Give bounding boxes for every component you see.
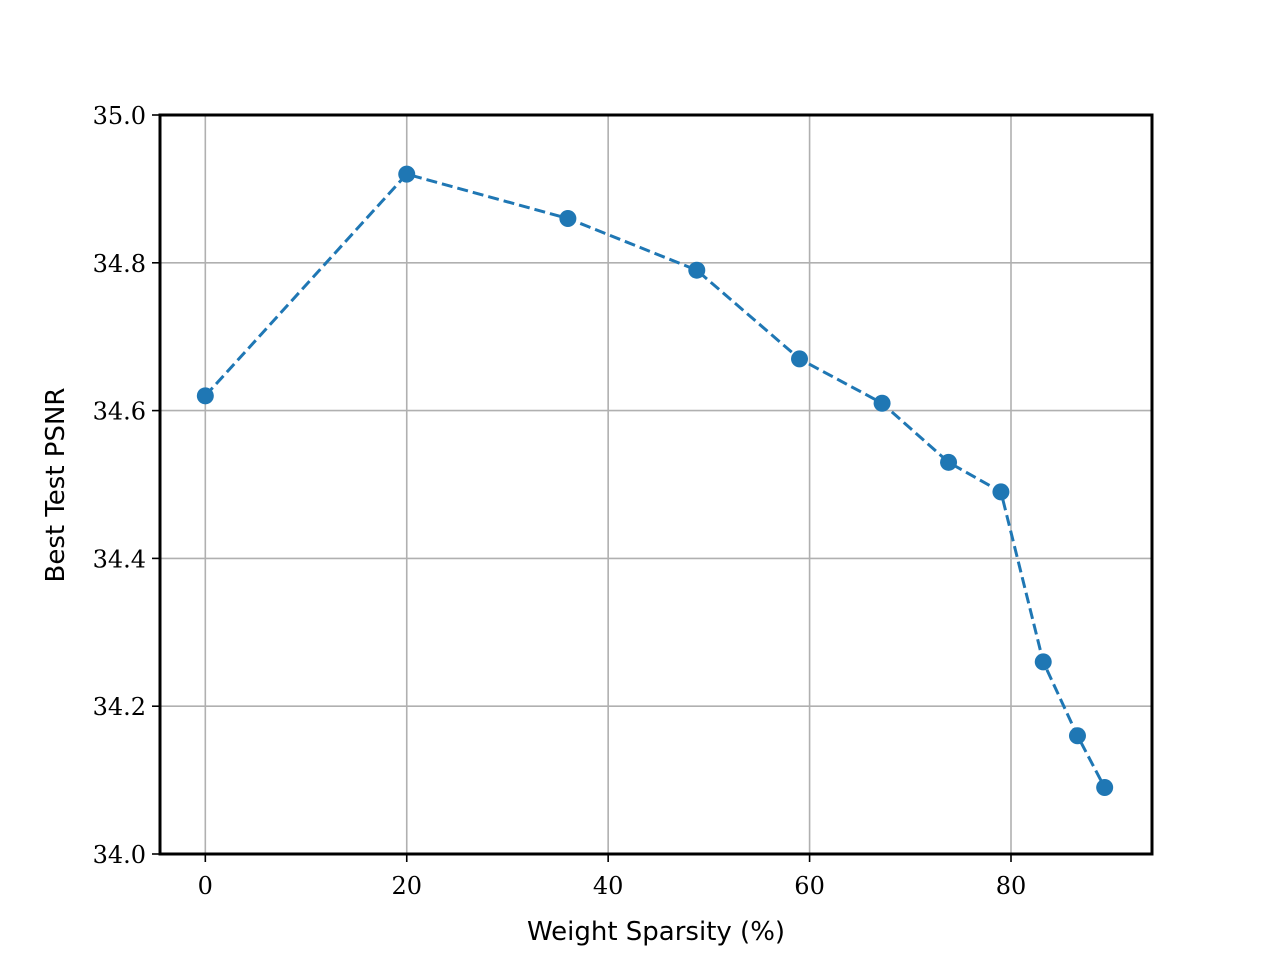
data-point: [559, 209, 577, 227]
y-tick-label: 34.6: [93, 398, 146, 426]
data-point: [940, 453, 958, 471]
x-axis-label: Weight Sparsity (%): [527, 917, 785, 947]
x-tick-label: 0: [198, 872, 213, 900]
data-point: [196, 387, 214, 405]
axis-ticks: 0 20 40 60 80 34.0 34.2 34.4 34.6 34.8 35.0: [93, 102, 1027, 900]
data-point: [1068, 727, 1086, 745]
plot-frame: [158, 113, 1154, 856]
data-point: [1096, 778, 1114, 796]
data-point: [791, 350, 809, 368]
data-point: [992, 483, 1010, 501]
y-tick-label: 34.2: [93, 693, 146, 721]
x-tick-label: 40: [593, 872, 624, 900]
y-tick-label: 35.0: [93, 102, 146, 130]
x-tick-label: 80: [996, 872, 1027, 900]
data-point: [1034, 653, 1052, 671]
x-tick-label: 20: [391, 872, 422, 900]
y-tick-label: 34.4: [93, 545, 146, 573]
y-tick-label: 34.0: [93, 841, 146, 869]
y-axis-label: Best Test PSNR: [41, 388, 71, 583]
data-point: [873, 394, 891, 412]
data-point: [398, 165, 416, 183]
x-tick-label: 60: [794, 872, 825, 900]
series-group: [196, 165, 1114, 796]
series-line: [204, 172, 1106, 789]
y-tick-label: 34.8: [93, 250, 146, 278]
data-point: [688, 261, 706, 279]
